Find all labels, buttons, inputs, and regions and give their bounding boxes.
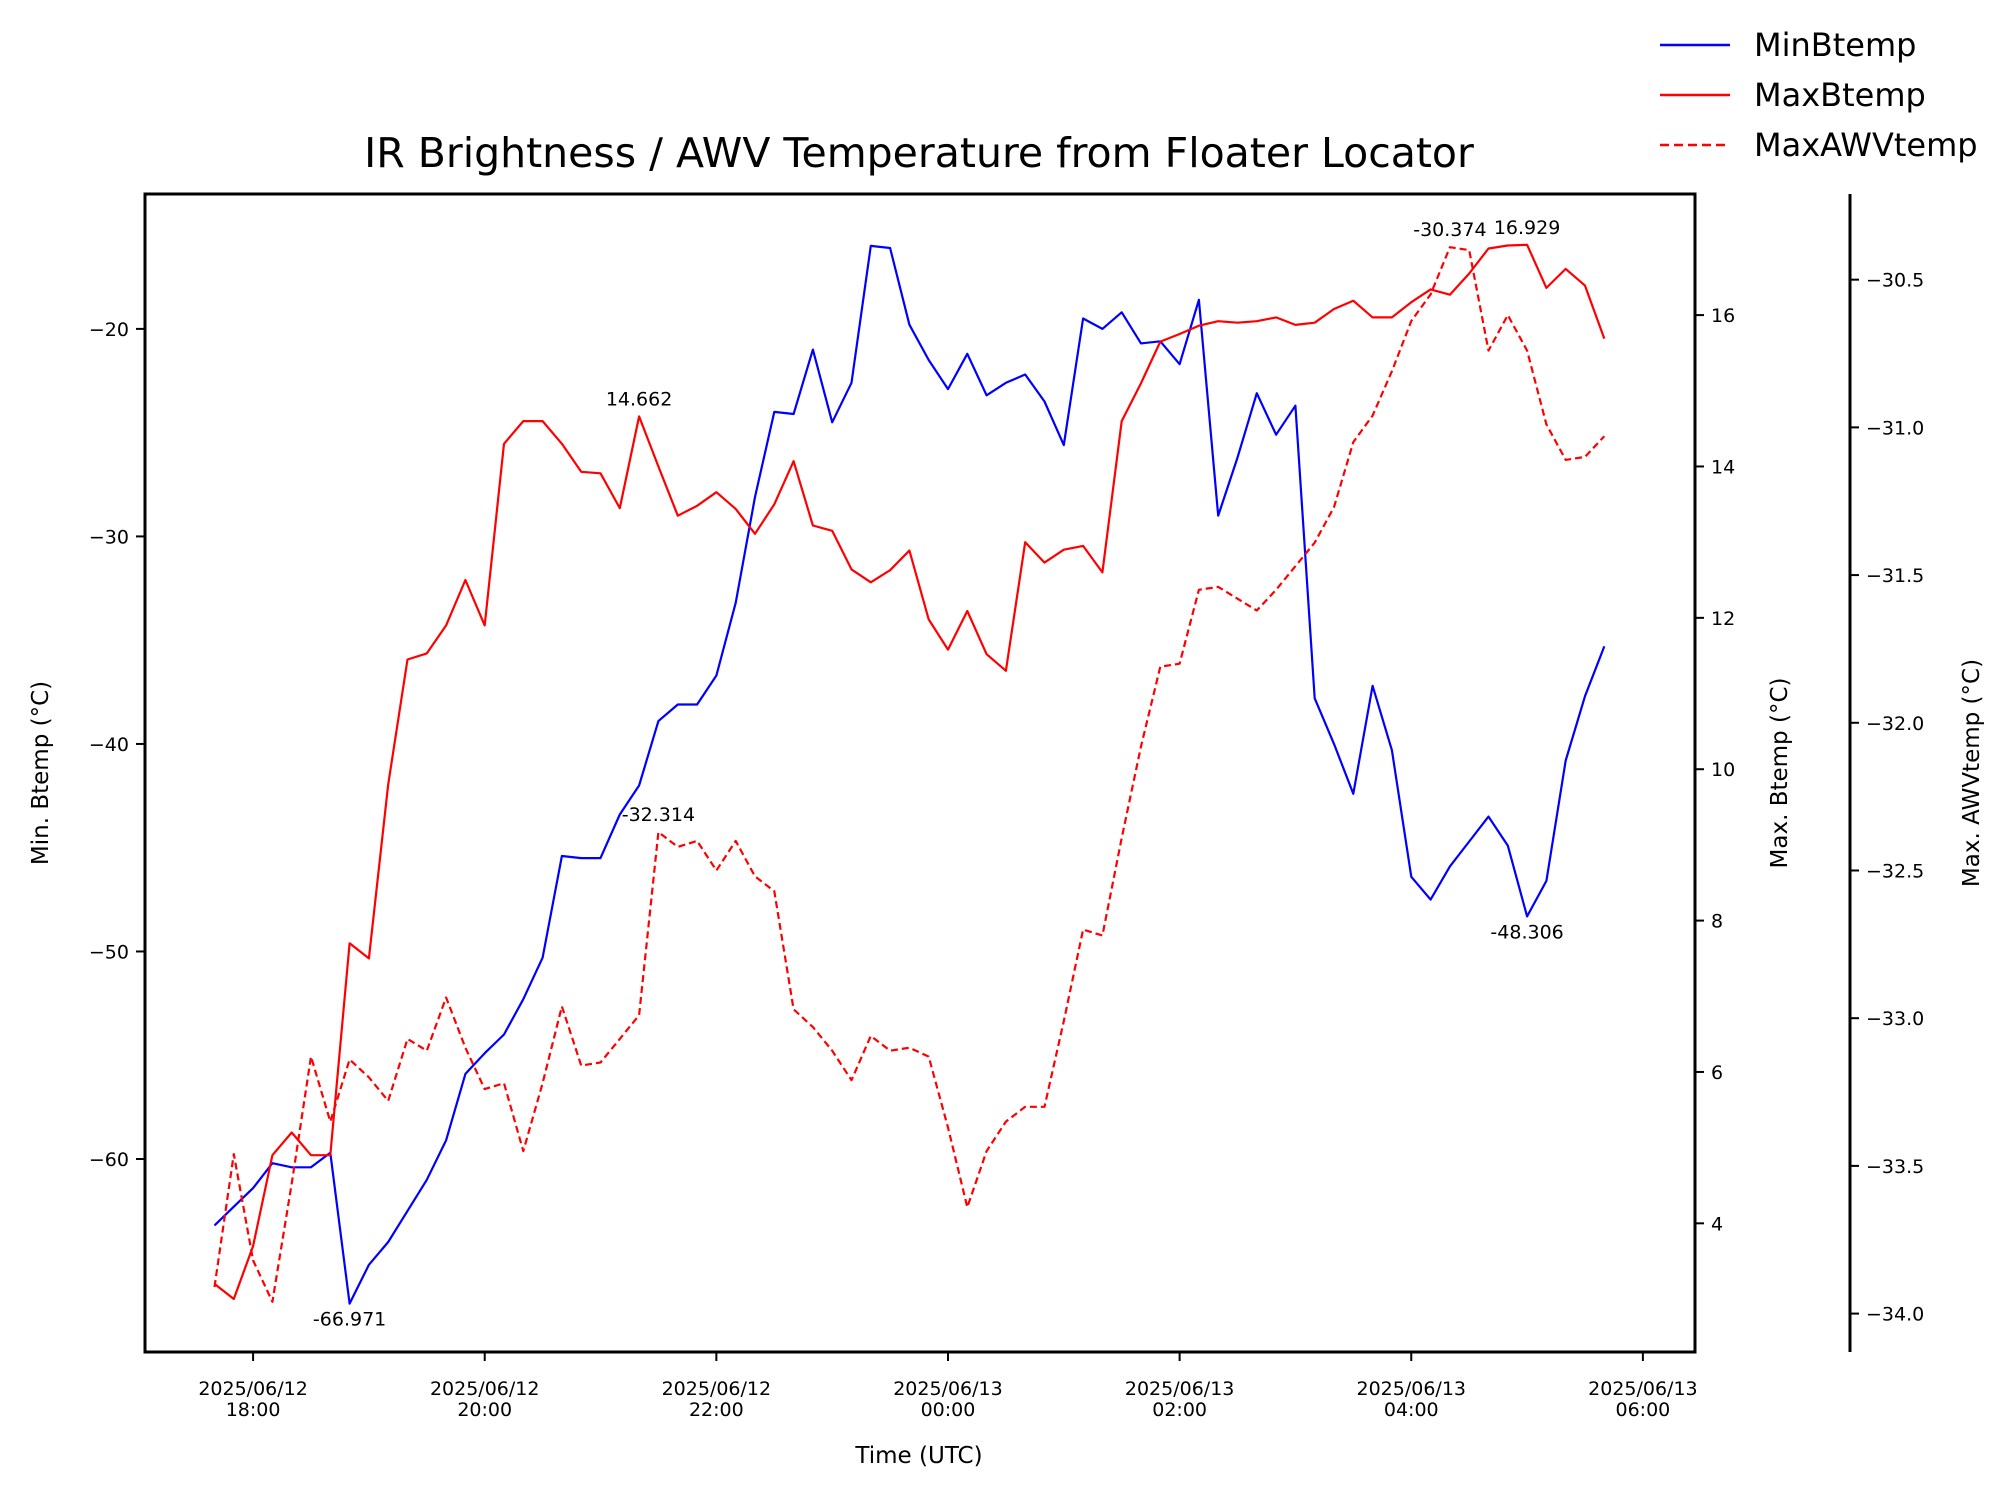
legend: MinBtemp MaxBtemp MaxAWVtemp xyxy=(1660,26,1978,164)
legend-label-maxbtemp: MaxBtemp xyxy=(1754,76,1926,114)
left-tick-label: −20 xyxy=(89,319,129,341)
x-axis-ticks: 2025/06/1218:002025/06/1220:002025/06/12… xyxy=(198,1352,1698,1421)
left-tick-label: −40 xyxy=(89,734,129,756)
x-axis-label: Time (UTC) xyxy=(854,1443,982,1469)
right-tick-label: 4 xyxy=(1711,1213,1723,1235)
left-tick-label: −60 xyxy=(89,1149,129,1171)
legend-label-maxawvtemp: MaxAWVtemp xyxy=(1754,126,1978,164)
x-tick-label-time: 22:00 xyxy=(689,1399,744,1421)
far-right-tick-label: −32.5 xyxy=(1866,861,1924,883)
legend-label-minbtemp: MinBtemp xyxy=(1754,26,1916,64)
left-tick-label: −30 xyxy=(89,526,129,548)
far-right-tick-label: −32.0 xyxy=(1866,713,1924,735)
x-tick-label-time: 04:00 xyxy=(1384,1399,1439,1421)
left-axis-label: Min. Btemp (°C) xyxy=(28,681,54,865)
right-tick-label: 6 xyxy=(1711,1062,1723,1084)
plot-frame xyxy=(143,192,1697,1354)
left-axis-ticks: −20 −30 −40 −50 −60 xyxy=(89,319,145,1171)
annotation-label: -30.374 xyxy=(1413,219,1486,241)
right-tick-label: 8 xyxy=(1711,911,1723,933)
x-tick-label-date: 2025/06/12 xyxy=(198,1378,308,1400)
x-tick-label-date: 2025/06/13 xyxy=(1588,1378,1698,1400)
x-tick-label-time: 00:00 xyxy=(921,1399,976,1421)
annotation-label: 16.929 xyxy=(1494,217,1560,239)
plot-lines xyxy=(213,243,1606,1305)
x-tick-label-date: 2025/06/12 xyxy=(662,1378,772,1400)
far-right-tick-label: −34.0 xyxy=(1866,1304,1924,1326)
annotation-label: -32.314 xyxy=(622,804,695,826)
x-tick-label-date: 2025/06/12 xyxy=(430,1378,540,1400)
annotation-label: -66.971 xyxy=(313,1309,386,1331)
x-tick-label-time: 20:00 xyxy=(457,1399,512,1421)
series-line-minbtemp xyxy=(213,244,1606,1305)
far-right-tick-label: −33.5 xyxy=(1866,1156,1924,1178)
x-tick-label-date: 2025/06/13 xyxy=(1356,1378,1466,1400)
x-tick-label-date: 2025/06/13 xyxy=(1125,1378,1235,1400)
left-tick-label: −50 xyxy=(89,942,129,964)
x-tick-label-time: 18:00 xyxy=(226,1399,281,1421)
x-tick-label-time: 02:00 xyxy=(1152,1399,1207,1421)
series-line-maxbtemp xyxy=(213,243,1606,1301)
right-axis-label: Max. Btemp (°C) xyxy=(1767,678,1793,869)
far-right-tick-label: −33.0 xyxy=(1866,1008,1924,1030)
x-tick-label-time: 06:00 xyxy=(1616,1399,1671,1421)
annotations: -66.971 -48.306 14.662 16.929 -32.314 -30.374 xyxy=(313,217,1564,1331)
right-tick-label: 12 xyxy=(1711,608,1735,630)
annotation-label: -48.306 xyxy=(1490,921,1563,943)
right-tick-label: 16 xyxy=(1711,305,1735,327)
annotation-label: 14.662 xyxy=(606,388,672,410)
x-tick-label-date: 2025/06/13 xyxy=(893,1378,1003,1400)
series-line-maxawvtemp xyxy=(213,246,1606,1303)
right-axis-ticks: 4 6 8 10 12 14 16 xyxy=(1695,305,1735,1235)
far-right-tick-label: −31.5 xyxy=(1866,565,1924,587)
right-tick-label: 14 xyxy=(1711,457,1735,479)
far-right-tick-label: −31.0 xyxy=(1866,417,1924,439)
right-tick-label: 10 xyxy=(1711,759,1735,781)
far-right-axis-label: Max. AWVtemp (°C) xyxy=(1959,659,1985,887)
far-right-tick-label: −30.5 xyxy=(1866,270,1924,292)
far-right-axis-ticks: −30.5 −31.0 −31.5 −32.0 −32.5 −33.0 −33.5 −34.0 xyxy=(1850,270,1924,1326)
chart-title: IR Brightness / AWV Temperature from Flo… xyxy=(364,129,1474,177)
